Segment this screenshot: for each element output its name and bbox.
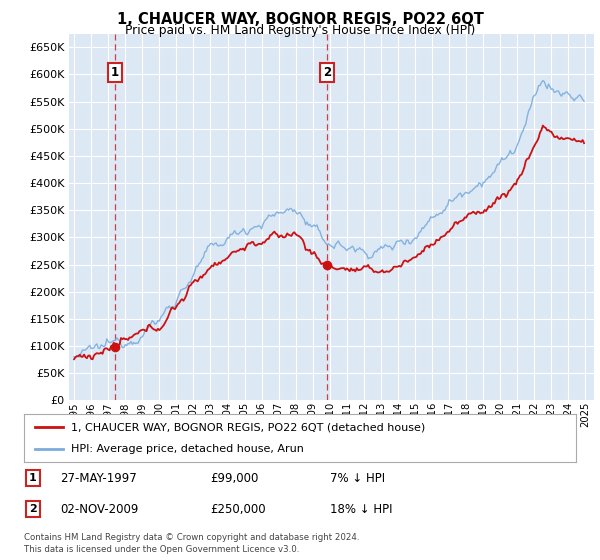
Text: HPI: Average price, detached house, Arun: HPI: Average price, detached house, Arun — [71, 444, 304, 454]
Text: 27-MAY-1997: 27-MAY-1997 — [60, 472, 137, 485]
Point — [110, 342, 119, 351]
Text: 2: 2 — [29, 504, 37, 514]
Text: 1, CHAUCER WAY, BOGNOR REGIS, PO22 6QT (detached house): 1, CHAUCER WAY, BOGNOR REGIS, PO22 6QT (… — [71, 422, 425, 432]
Text: 02-NOV-2009: 02-NOV-2009 — [60, 502, 139, 516]
Text: 1, CHAUCER WAY, BOGNOR REGIS, PO22 6QT: 1, CHAUCER WAY, BOGNOR REGIS, PO22 6QT — [116, 12, 484, 27]
Point — [322, 260, 332, 269]
Text: Contains HM Land Registry data © Crown copyright and database right 2024.: Contains HM Land Registry data © Crown c… — [24, 533, 359, 542]
Text: Price paid vs. HM Land Registry's House Price Index (HPI): Price paid vs. HM Land Registry's House … — [125, 24, 475, 36]
Text: 2: 2 — [323, 66, 331, 78]
Text: 1: 1 — [110, 66, 119, 78]
Text: £99,000: £99,000 — [210, 472, 259, 485]
Text: This data is licensed under the Open Government Licence v3.0.: This data is licensed under the Open Gov… — [24, 545, 299, 554]
Text: 1: 1 — [29, 473, 37, 483]
Text: £250,000: £250,000 — [210, 502, 266, 516]
Text: 7% ↓ HPI: 7% ↓ HPI — [330, 472, 385, 485]
Text: 18% ↓ HPI: 18% ↓ HPI — [330, 502, 392, 516]
